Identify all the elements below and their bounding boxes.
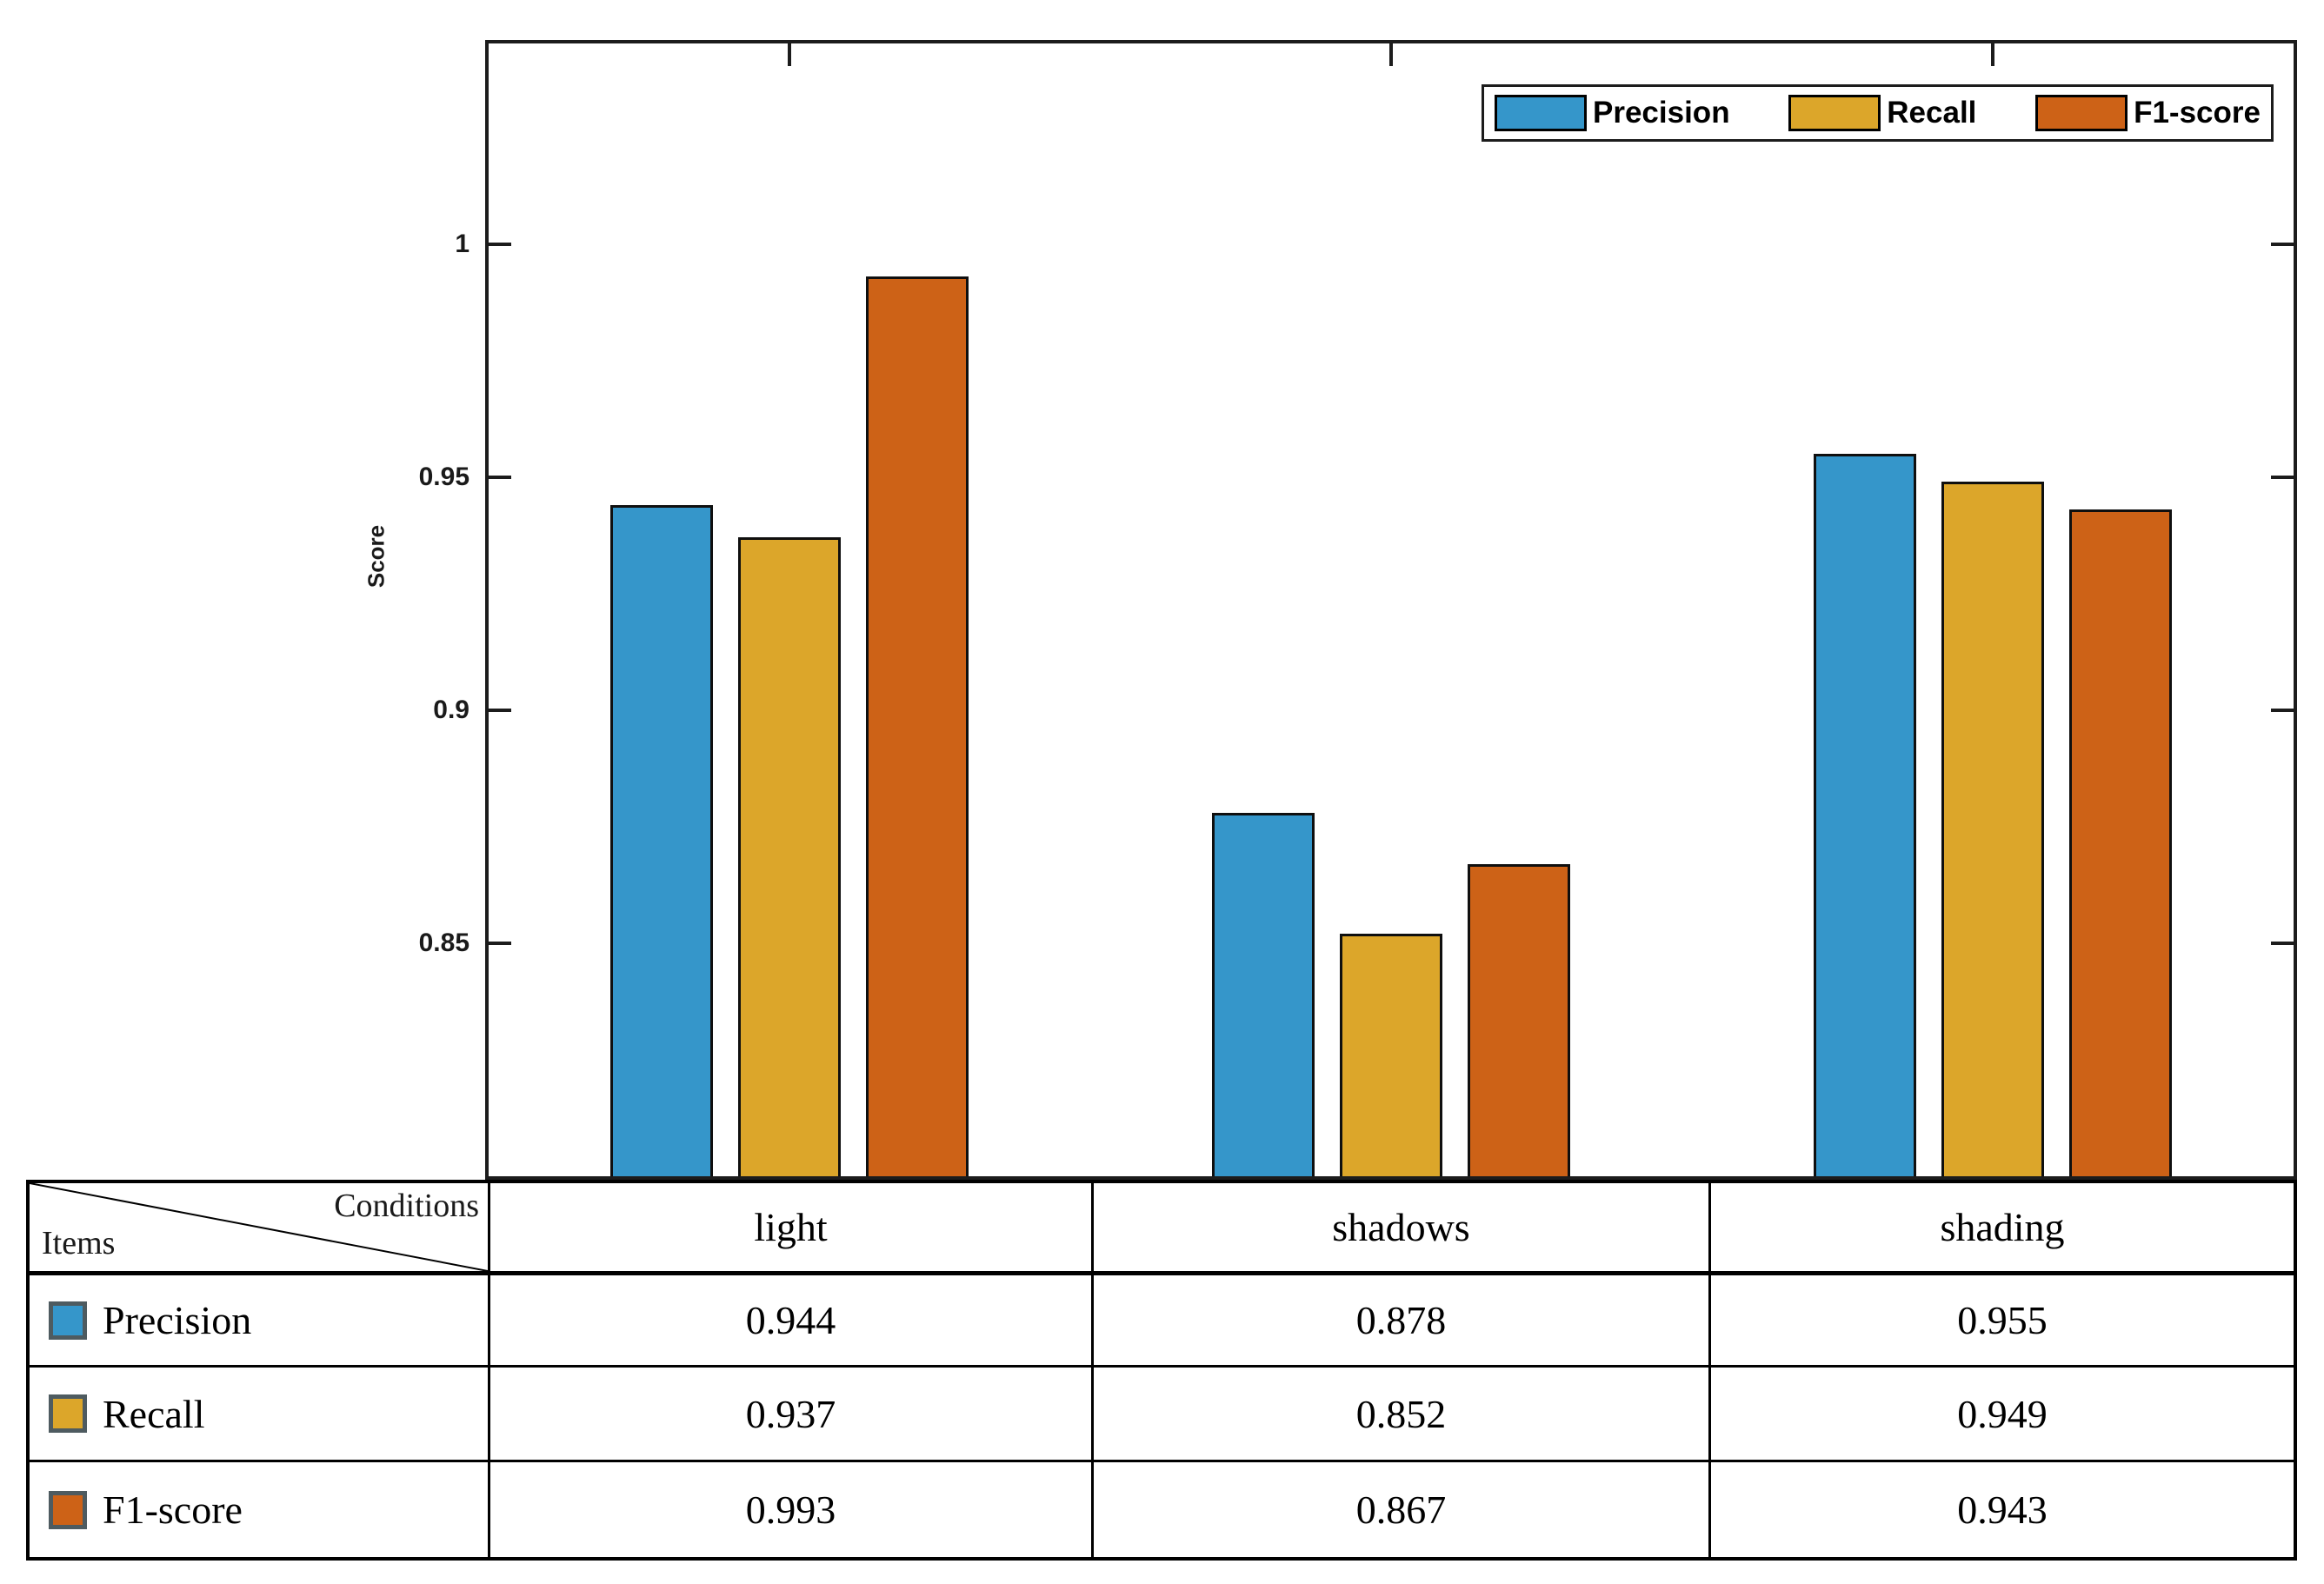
- diagonal-divider: [30, 1183, 488, 1271]
- row-label-text: Recall: [103, 1391, 205, 1436]
- table-value-cell: 0.937: [490, 1368, 1094, 1462]
- table-row-label: Recall: [30, 1368, 490, 1462]
- y-tick-label: 1: [455, 230, 469, 258]
- recall-swatch-icon: [49, 1394, 87, 1433]
- bar-recall-shadows: [1340, 934, 1442, 1176]
- x-tick-top: [788, 43, 791, 66]
- y-tick-label: 0.9: [433, 695, 469, 724]
- y-tick-left: [489, 942, 511, 945]
- y-axis-label: Score: [363, 524, 390, 589]
- table-value-cell: 0.867: [1094, 1462, 1711, 1557]
- bar-precision-shading: [1814, 454, 1916, 1176]
- results-table: Conditions Items light shadows shading P…: [26, 1180, 2297, 1561]
- table-value-cell: 0.852: [1094, 1368, 1711, 1462]
- legend-label: Precision: [1593, 96, 1730, 130]
- table-row-label: F1-score: [30, 1462, 490, 1557]
- table-value-cell: 0.955: [1711, 1275, 2294, 1368]
- legend-item-precision: Precision: [1495, 95, 1730, 131]
- corner-conditions-label: Conditions: [334, 1188, 479, 1224]
- table-corner-cell: Conditions Items: [30, 1183, 490, 1275]
- y-tick-label: 0.95: [418, 463, 469, 491]
- column-header-shading: shading: [1711, 1183, 2294, 1275]
- corner-items-label: Items: [42, 1225, 116, 1261]
- precision-swatch-icon: [1495, 95, 1587, 131]
- bar-precision-shadows: [1212, 813, 1315, 1176]
- y-tick-label: 0.85: [418, 928, 469, 957]
- bar-precision-light: [610, 505, 713, 1176]
- chart-legend: Precision Recall F1-score: [1482, 84, 2274, 142]
- y-tick-left: [489, 709, 511, 712]
- column-header-light: light: [490, 1183, 1094, 1275]
- x-tick-top: [1991, 43, 1994, 66]
- y-tick-right: [2271, 709, 2294, 712]
- row-label-text: Precision: [103, 1298, 252, 1342]
- bar-f1-score-light: [866, 276, 969, 1176]
- plot-area: [485, 40, 2297, 1180]
- bar-f1-score-shadows: [1468, 864, 1570, 1176]
- y-tick-right: [2271, 476, 2294, 479]
- x-tick-top: [1389, 43, 1393, 66]
- precision-swatch-icon: [49, 1301, 87, 1340]
- table-value-cell: 0.878: [1094, 1275, 1711, 1368]
- column-header-shadows: shadows: [1094, 1183, 1711, 1275]
- y-tick-left: [489, 476, 511, 479]
- y-tick-right: [2271, 243, 2294, 246]
- f1-score-swatch-icon: [2035, 95, 2128, 131]
- table-row-label: Precision: [30, 1275, 490, 1368]
- recall-swatch-icon: [1788, 95, 1881, 131]
- table-value-cell: 0.943: [1711, 1462, 2294, 1557]
- y-tick-left: [489, 243, 511, 246]
- row-label-text: F1-score: [103, 1487, 243, 1532]
- bar-f1-score-shading: [2069, 509, 2172, 1176]
- bar-recall-shading: [1941, 482, 2044, 1176]
- legend-label: Recall: [1887, 96, 1977, 130]
- f1-score-swatch-icon: [49, 1490, 87, 1529]
- table-value-cell: 0.944: [490, 1275, 1094, 1368]
- legend-item-recall: Recall: [1788, 95, 1976, 131]
- bar-recall-light: [738, 537, 841, 1176]
- legend-label: F1-score: [2134, 96, 2261, 130]
- y-tick-right: [2271, 942, 2294, 945]
- legend-item-f1-score: F1-score: [2035, 95, 2261, 131]
- table-value-cell: 0.993: [490, 1462, 1094, 1557]
- table-value-cell: 0.949: [1711, 1368, 2294, 1462]
